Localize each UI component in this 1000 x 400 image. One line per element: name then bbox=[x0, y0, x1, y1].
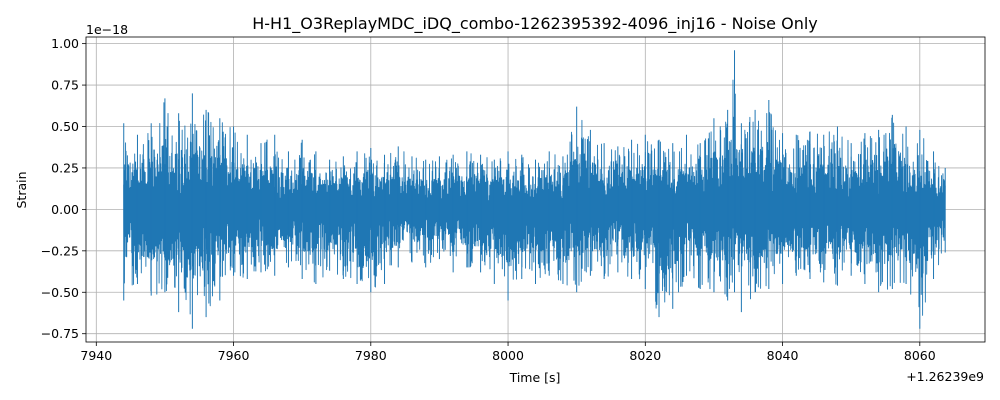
plot-frame bbox=[85, 36, 986, 343]
x-axis-ticks: 7940 7960 7980 8000 8020 8040 8060 bbox=[80, 342, 936, 363]
x-tick-label: 8000 bbox=[492, 348, 524, 363]
y-tick-label: 1.00 bbox=[51, 36, 79, 51]
chart-title: H-H1_O3ReplayMDC_iDQ_combo-1262395392-40… bbox=[252, 14, 818, 34]
x-tick-label: 7960 bbox=[218, 348, 250, 363]
series-layer bbox=[123, 50, 946, 329]
x-offset-label: +1.26239e9 bbox=[906, 369, 984, 384]
x-tick-label: 8060 bbox=[904, 348, 936, 363]
x-tick-label: 7980 bbox=[355, 348, 387, 363]
y-tick-label: 0.50 bbox=[51, 119, 79, 134]
y-tick-label: −0.25 bbox=[41, 243, 79, 258]
y-tick-label: 0.75 bbox=[51, 78, 79, 93]
y-tick-label: 0.00 bbox=[51, 202, 79, 217]
x-axis-label: Time [s] bbox=[509, 370, 561, 385]
y-tick-label: −0.50 bbox=[41, 285, 79, 300]
y-scale-label: 1e−18 bbox=[86, 22, 128, 37]
y-tick-label: 0.25 bbox=[51, 160, 79, 175]
x-tick-label: 7940 bbox=[80, 348, 112, 363]
y-tick-label: −0.75 bbox=[41, 326, 79, 341]
x-tick-label: 8040 bbox=[767, 348, 799, 363]
x-tick-label: 8020 bbox=[629, 348, 661, 363]
y-axis-label: Strain bbox=[14, 171, 29, 208]
y-axis-ticks: −0.75 −0.50 −0.25 0.00 0.25 0.50 0.75 1.00 bbox=[41, 36, 86, 341]
